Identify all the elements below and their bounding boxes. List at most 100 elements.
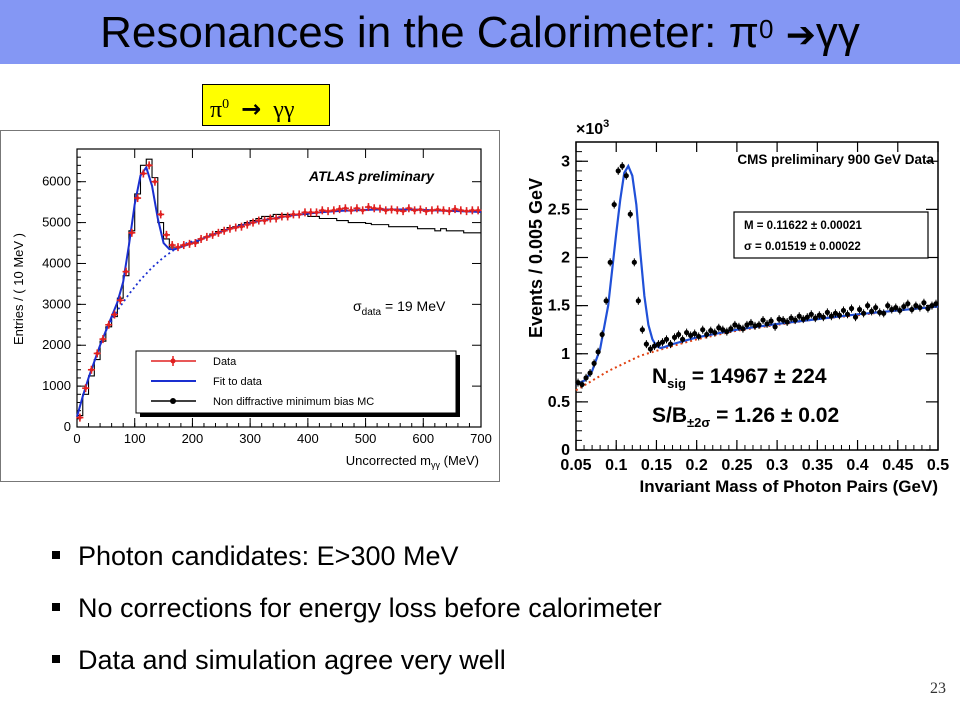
atlas-data-point	[106, 322, 111, 327]
bullet-text: Data and simulation agree very well	[78, 645, 506, 675]
cms-data-point	[579, 381, 585, 388]
atlas-data-point	[441, 208, 446, 213]
cms-annotation: CMS preliminary 900 GeV Data	[737, 152, 934, 167]
label-arrow-icon: →	[241, 95, 262, 123]
atlas-data-point	[412, 208, 417, 213]
cms-data-point	[651, 343, 658, 349]
cms-ylabel: Events / 0.005 GeV	[526, 178, 546, 338]
legend-data-label: Data	[213, 356, 237, 368]
cms-data-point	[856, 306, 863, 313]
atlas-data-point	[228, 226, 232, 231]
cms-data-point	[607, 259, 613, 265]
cms-nsig-main: N	[652, 365, 667, 388]
atlas-data-point	[176, 245, 180, 249]
atlas-data-point	[274, 216, 278, 221]
cms-xtick-label: 0.45	[882, 457, 913, 474]
atlas-chart-panel: 0 100 200 300 400 500 600 700 0 1000 2000 3000 4000 5…	[0, 130, 500, 482]
cms-data-point	[708, 328, 714, 334]
cms-data-point	[716, 325, 722, 331]
cms-nsig-sub: sig	[667, 376, 686, 391]
cms-data-point	[647, 346, 654, 352]
cms-data-point	[575, 380, 581, 386]
bullet-square-icon	[52, 603, 60, 611]
cms-sb-value: = 1.26 ± 0.02	[710, 404, 839, 427]
atlas-data-point	[383, 208, 388, 213]
arrow-icon: ➔	[785, 15, 816, 56]
cms-data-point	[816, 312, 822, 318]
cms-data-point	[756, 322, 762, 328]
atlas-data-point	[78, 415, 82, 420]
atlas-data-point	[135, 196, 140, 200]
cms-data-point	[740, 326, 746, 332]
atlas-xtick-label: 400	[297, 431, 319, 446]
cms-xtick-label: 0.1	[605, 457, 627, 474]
cms-data-point	[784, 319, 790, 325]
cms-data-point	[865, 303, 871, 309]
cms-data-point	[643, 341, 649, 347]
cms-data-point	[796, 313, 802, 319]
cms-data-point	[696, 333, 702, 340]
atlas-data-point	[147, 163, 151, 168]
cms-data-point	[615, 168, 621, 174]
cms-fit-line	[575, 163, 939, 386]
cms-xtick-label: 0.2	[686, 457, 708, 474]
atlas-data-point	[453, 207, 457, 211]
cms-data-point	[852, 314, 859, 320]
cms-data-point	[776, 316, 782, 322]
title-end: γγ	[815, 8, 860, 57]
bullet-text: No corrections for energy loss before ca…	[78, 593, 662, 623]
cms-xtick-label: 0.4	[846, 457, 868, 474]
cms-data-point	[655, 341, 662, 347]
cms-data-point	[921, 300, 927, 306]
legend-mc-marker	[170, 398, 176, 404]
bullet-square-icon	[52, 551, 60, 559]
cms-data-point	[667, 341, 674, 347]
cms-data-point	[692, 330, 698, 337]
bullet-item: Data and simulation agree very well	[52, 644, 662, 696]
atlas-ytick-label: 6000	[42, 174, 71, 189]
atlas-data-point	[355, 206, 359, 211]
atlas-ytick-label: 0	[64, 419, 71, 434]
atlas-data-point	[395, 208, 400, 213]
cms-data-point	[788, 315, 794, 321]
atlas-data-point	[430, 208, 434, 213]
cms-data-point	[684, 329, 690, 336]
cms-multiplier-base: ×10	[576, 121, 603, 138]
cms-data-point	[897, 307, 903, 314]
atlas-ytick-label: 4000	[42, 255, 71, 270]
cms-data-point	[639, 327, 645, 333]
cms-data-point	[893, 304, 899, 311]
cms-data-point	[804, 314, 810, 320]
bullet-list: Photon candidates: E>300 MeV No correcti…	[52, 540, 662, 696]
cms-data-point	[860, 310, 867, 316]
atlas-data-point	[112, 312, 117, 317]
atlas-mc-histogram	[77, 158, 481, 417]
cms-fit-box	[733, 211, 929, 259]
atlas-data-point	[459, 208, 463, 213]
cms-data-point	[663, 336, 670, 342]
cms-data-point	[800, 316, 806, 322]
atlas-ytick-label: 5000	[42, 215, 71, 230]
cms-data-point	[675, 331, 682, 338]
cms-data-point	[728, 326, 734, 332]
atlas-data-point	[285, 214, 290, 219]
cms-data-point	[820, 314, 826, 320]
cms-data-point	[881, 310, 887, 316]
cms-sb-sub: ±2σ	[687, 415, 710, 430]
cms-data-point	[760, 317, 766, 323]
cms-data-point	[764, 321, 770, 327]
atlas-data-point	[262, 218, 267, 223]
cms-data-point	[844, 311, 851, 317]
atlas-data-point	[366, 205, 371, 209]
atlas-data-point	[181, 243, 186, 247]
cms-data-point	[889, 306, 895, 313]
atlas-data-point	[222, 228, 226, 233]
cms-data-point	[671, 334, 678, 340]
bullet-text: Photon candidates: E>300 MeV	[78, 541, 459, 571]
cms-data-point	[828, 313, 835, 319]
cms-data-point	[824, 309, 830, 315]
cms-data-point	[700, 327, 706, 333]
atlas-data-point	[245, 222, 250, 227]
atlas-data-point	[320, 208, 325, 213]
atlas-data-point	[89, 367, 94, 372]
